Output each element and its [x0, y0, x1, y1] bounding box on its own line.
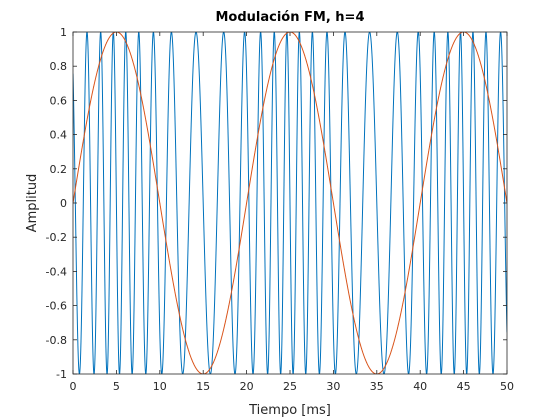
y-tick-label: 0 [60, 197, 67, 210]
x-tick-label: 0 [70, 380, 77, 393]
x-tick-label: 45 [457, 380, 471, 393]
x-axis-ticks: 0 5 10 15 20 25 30 35 40 45 50 [70, 32, 514, 393]
x-tick-label: 20 [240, 380, 254, 393]
x-tick-label: 40 [413, 380, 427, 393]
series-line-modulating-signal [73, 32, 507, 374]
x-tick-label: 10 [153, 380, 167, 393]
x-tick-label: 5 [113, 380, 120, 393]
y-tick-label: 0.4 [50, 129, 68, 142]
y-tick-label: -0.6 [46, 300, 67, 313]
y-tick-label: 0.6 [50, 94, 68, 107]
x-tick-label: 35 [370, 380, 384, 393]
x-tick-label: 15 [196, 380, 210, 393]
x-axis-label: Tiempo [ms] [248, 403, 331, 418]
y-tick-label: -1 [56, 368, 67, 381]
x-tick-label: 25 [283, 380, 297, 393]
y-axis-label: Amplitud [25, 174, 40, 233]
y-tick-label: 1 [60, 26, 67, 39]
y-axis-ticks: -1 -0.8 -0.6 -0.4 -0.2 0 0.2 0.4 0.6 0.8 1 [46, 26, 507, 381]
y-tick-label: 0.2 [50, 163, 68, 176]
x-tick-label: 30 [326, 380, 340, 393]
y-tick-label: -0.8 [46, 334, 67, 347]
y-tick-label: -0.2 [46, 231, 67, 244]
y-tick-label: 0.8 [50, 60, 68, 73]
x-tick-label: 50 [500, 380, 514, 393]
y-tick-label: -0.4 [46, 265, 67, 278]
series-line-fm-signal [73, 32, 507, 374]
chart-title: Modulación FM, h=4 [215, 10, 364, 25]
